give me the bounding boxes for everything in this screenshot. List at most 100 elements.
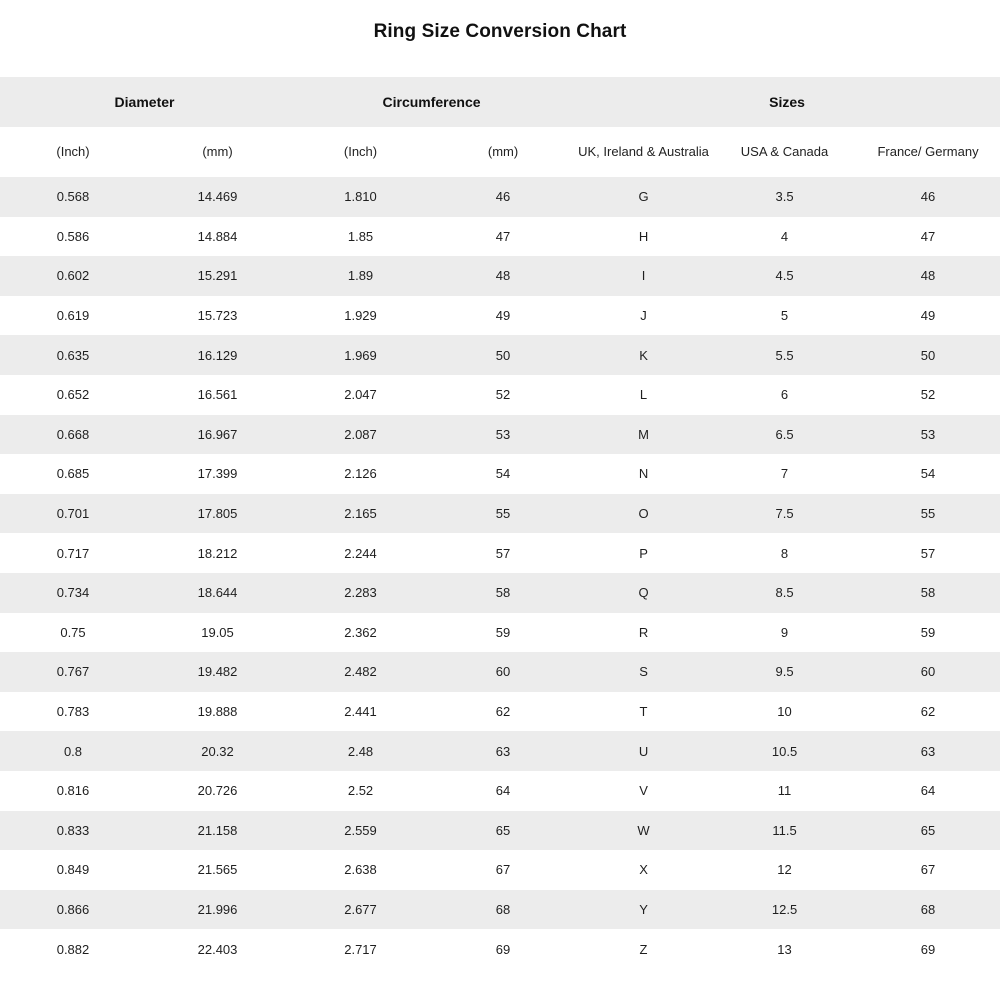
table-cell: 0.685 <box>0 454 146 494</box>
table-cell: 17.399 <box>146 454 290 494</box>
table-cell: 0.602 <box>0 256 146 296</box>
table-cell: 2.441 <box>289 691 433 732</box>
table-cell: 63 <box>856 731 1000 771</box>
table-cell: 50 <box>856 335 1000 375</box>
table-cell: 1.969 <box>289 335 433 375</box>
group-header-row: Diameter Circumference Sizes <box>0 77 1000 127</box>
table-cell: H <box>574 216 714 257</box>
table-row: 0.685 17.399 2.126 54 N 7 54 <box>0 454 1000 494</box>
table-cell: 65 <box>856 810 1000 851</box>
table-cell: 16.967 <box>146 414 290 455</box>
table-row: 0.701 17.805 2.165 55 O 7.5 55 <box>0 493 1000 534</box>
table-cell: 59 <box>856 612 1000 653</box>
table-cell: 64 <box>432 770 575 811</box>
table-cell: 2.52 <box>289 770 433 811</box>
table-cell: 19.05 <box>146 612 290 653</box>
table-cell: G <box>574 177 714 217</box>
table-cell: Z <box>574 929 714 969</box>
table-cell: 12.5 <box>713 889 857 930</box>
table-cell: 58 <box>432 572 575 613</box>
table-cell: 9.5 <box>713 652 857 692</box>
table-cell: 0.816 <box>0 770 146 811</box>
table-cell: 2.126 <box>289 454 433 494</box>
page-title: Ring Size Conversion Chart <box>373 21 627 42</box>
table-cell: 0.668 <box>0 414 146 455</box>
table-cell: 1.810 <box>289 177 433 217</box>
table-cell: 8.5 <box>713 572 857 613</box>
table-cell: V <box>574 770 714 811</box>
table-cell: 21.158 <box>146 810 290 851</box>
table-cell: 55 <box>856 493 1000 534</box>
table-cell: 2.48 <box>289 731 433 771</box>
table-row: 0.767 19.482 2.482 60 S 9.5 60 <box>0 652 1000 692</box>
table-row: 0.717 18.212 2.244 57 P 8 57 <box>0 533 1000 573</box>
table-row: 0.866 21.996 2.677 68 Y 12.5 68 <box>0 889 1000 930</box>
ring-size-conversion-table: Diameter Circumference Sizes (Inch) (mm) (In… <box>0 77 1000 969</box>
table-cell: 7 <box>713 454 857 494</box>
table-cell: 17.805 <box>146 493 290 534</box>
table-cell: 20.32 <box>146 731 290 771</box>
table-cell: 46 <box>432 177 575 217</box>
table-cell: 0.849 <box>0 850 146 890</box>
table-row: 0.586 14.884 1.85 47 H 4 47 <box>0 216 1000 257</box>
table-cell: I <box>574 256 714 296</box>
table-cell: 55 <box>432 493 575 534</box>
table-cell: 20.726 <box>146 770 290 811</box>
table-cell: 3.5 <box>713 177 857 217</box>
table-cell: 57 <box>432 533 575 573</box>
table-row: 0.8 20.32 2.48 63 U 10.5 63 <box>0 731 1000 771</box>
table-body: 0.568 14.469 1.810 46 G 3.5 46 0.586 14.884 1.85 4… <box>0 177 1000 969</box>
group-header-sizes: Sizes <box>574 77 1000 127</box>
table-cell: 15.291 <box>146 256 290 296</box>
table-cell: 57 <box>856 533 1000 573</box>
table-cell: 14.884 <box>146 216 290 257</box>
table-cell: 63 <box>432 731 575 771</box>
column-header-0: (Inch) <box>0 127 146 177</box>
table-cell: 2.638 <box>289 850 433 890</box>
table-cell: 4.5 <box>713 256 857 296</box>
column-header-5: USA & Canada <box>713 127 857 177</box>
table-cell: 21.996 <box>146 889 290 930</box>
table-cell: 1.85 <box>289 216 433 257</box>
table-cell: 2.482 <box>289 652 433 692</box>
table-cell: 5.5 <box>713 335 857 375</box>
table-cell: 14.469 <box>146 177 290 217</box>
table-cell: 54 <box>856 454 1000 494</box>
table-cell: 65 <box>432 810 575 851</box>
table-cell: 16.129 <box>146 335 290 375</box>
table-row: 0.75 19.05 2.362 59 R 9 59 <box>0 612 1000 653</box>
table-row: 0.816 20.726 2.52 64 V 11 64 <box>0 770 1000 811</box>
table-row: 0.833 21.158 2.559 65 W 11.5 65 <box>0 810 1000 851</box>
table-cell: 21.565 <box>146 850 290 890</box>
table-cell: 0.866 <box>0 889 146 930</box>
table-cell: 2.362 <box>289 612 433 653</box>
table-row: 0.652 16.561 2.047 52 L 6 52 <box>0 374 1000 415</box>
column-header-3: (mm) <box>432 127 575 177</box>
table-cell: 0.882 <box>0 929 146 969</box>
table-cell: 62 <box>856 691 1000 732</box>
table-cell: K <box>574 335 714 375</box>
table-cell: 0.717 <box>0 533 146 573</box>
table-cell: J <box>574 295 714 336</box>
table-cell: 22.403 <box>146 929 290 969</box>
table-cell: 2.717 <box>289 929 433 969</box>
table-cell: 0.619 <box>0 295 146 336</box>
table-cell: 15.723 <box>146 295 290 336</box>
table-cell: 67 <box>432 850 575 890</box>
column-header-row: (Inch) (mm) (Inch) (mm) UK, Ireland & Austra… <box>0 127 1000 177</box>
table-cell: Q <box>574 572 714 613</box>
table-cell: U <box>574 731 714 771</box>
table-cell: M <box>574 414 714 455</box>
table-cell: 0.568 <box>0 177 146 217</box>
column-header-6: France/ Germany <box>856 127 1000 177</box>
table-cell: R <box>574 612 714 653</box>
group-header-diameter: Diameter <box>0 77 290 127</box>
table-cell: 4 <box>713 216 857 257</box>
table-cell: 59 <box>432 612 575 653</box>
table-cell: 0.8 <box>0 731 146 771</box>
table-row: 0.568 14.469 1.810 46 G 3.5 46 <box>0 177 1000 217</box>
table-cell: 67 <box>856 850 1000 890</box>
table-row: 0.635 16.129 1.969 50 K 5.5 50 <box>0 335 1000 375</box>
table-cell: 0.833 <box>0 810 146 851</box>
table-cell: 0.75 <box>0 612 146 653</box>
